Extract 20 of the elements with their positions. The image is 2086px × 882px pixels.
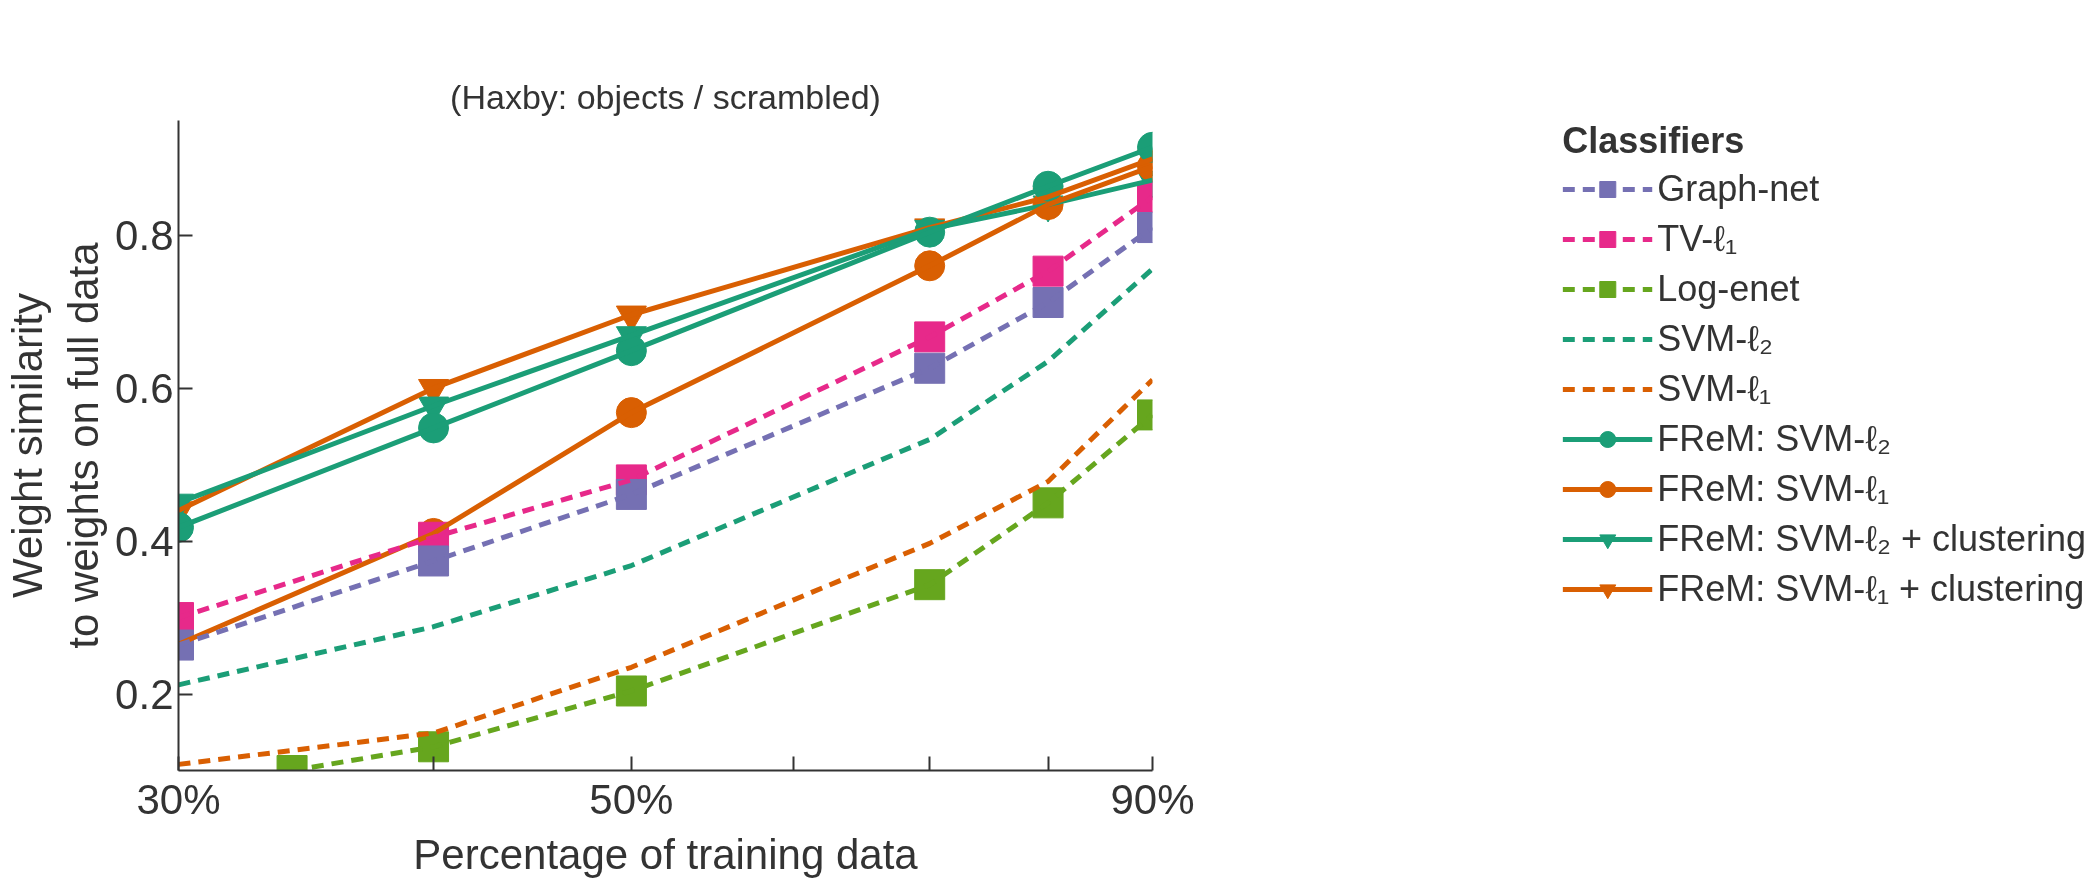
legend-label: FReM: SVM-ℓ₂ — [1657, 417, 1891, 461]
legend-label: FReM: SVM-ℓ₁ + clustering — [1657, 567, 2085, 611]
legend-title: Classifiers — [1562, 120, 1746, 162]
y-tick-label: 0.8 — [115, 211, 174, 259]
legend-label: TV-ℓ₁ — [1657, 217, 1738, 261]
y-axis-title: Weight similarity to weights on full data — [3, 241, 108, 649]
legend-label: SVM-ℓ₁ — [1657, 367, 1772, 411]
legend-label: SVM-ℓ₂ — [1657, 317, 1773, 361]
y-tick-label: 0.6 — [115, 364, 174, 412]
x-axis-title: Percentage of training data — [413, 830, 919, 878]
y-tick-label: 0.2 — [115, 670, 174, 718]
legend-label: FReM: SVM-ℓ₁ — [1657, 467, 1890, 511]
chart-title: (Haxby: objects / scrambled) — [450, 77, 881, 116]
x-tick-label: 90% — [1110, 775, 1195, 823]
legend-label: Graph-net — [1657, 167, 1820, 211]
x-tick-label: 50% — [589, 775, 674, 823]
legend-label: Log-enet — [1657, 267, 1800, 311]
x-tick-label: 30% — [136, 775, 221, 823]
legend-label: FReM: SVM-ℓ₂ + clustering — [1657, 517, 2086, 561]
y-tick-label: 0.4 — [115, 517, 174, 565]
